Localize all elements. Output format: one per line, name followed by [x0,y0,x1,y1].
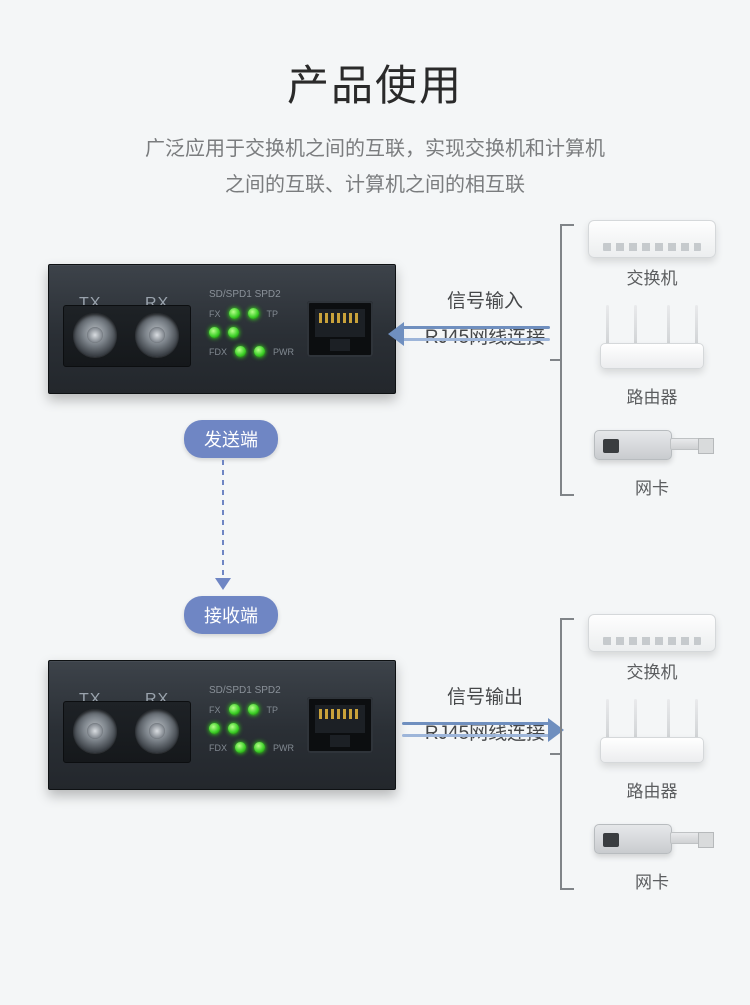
device-switch [588,614,716,652]
led-label-fdx: FDX [209,743,227,753]
led-indicator [254,346,265,357]
media-converter-receiver: TX RX SD/SPD1 SPD2 FX TP FDX PWR [48,660,396,790]
led-indicator [248,308,259,319]
rj45-port [307,697,373,753]
sc-port-tx [73,313,117,357]
badge-receiver: 接收端 [184,596,278,634]
page-subtitle: 广泛应用于交换机之间的互联，实现交换机和计算机 之间的互联、计算机之间的相互联 [0,131,750,203]
bracket-icon [560,618,574,890]
sc-port-tx [73,709,117,753]
led-label-pwr: PWR [273,743,294,753]
device-column-bottom: 交换机 路由器 网卡 [580,614,724,914]
sc-port-rx [135,709,179,753]
led-label-tp: TP [267,309,279,319]
led-indicator [228,723,239,734]
led-panel: SD/SPD1 SPD2 FX TP FDX PWR [209,289,295,357]
led-indicator [229,704,240,715]
media-converter-sender: TX RX SD/SPD1 SPD2 FX TP FDX PWR [48,264,396,394]
subtitle-line2: 之间的互联、计算机之间的相互联 [225,174,525,196]
device-router [588,305,716,377]
led-panel: SD/SPD1 SPD2 FX TP FDX PWR [209,685,295,753]
fiber-link-arrow [222,460,224,588]
led-indicator [235,346,246,357]
device-nic [588,424,716,468]
led-label-pwr: PWR [273,347,294,357]
rj45-port [307,301,373,357]
conn-in-line1: 信号输入 [447,291,523,312]
bracket-icon [560,224,574,496]
device-router [588,699,716,771]
subtitle-line1: 广泛应用于交换机之间的互联，实现交换机和计算机 [145,138,605,160]
led-label-fdx: FDX [209,347,227,357]
caption-nic: 网卡 [580,868,724,893]
led-indicator [209,723,220,734]
led-label-tp: TP [267,705,279,715]
device-column-top: 交换机 路由器 网卡 [580,220,724,520]
caption-router: 路由器 [580,777,724,802]
led-indicator [229,308,240,319]
conn-out-line1: 信号输出 [447,687,523,708]
badge-sender: 发送端 [184,420,278,458]
device-nic [588,818,716,862]
caption-router: 路由器 [580,383,724,408]
led-indicator [248,704,259,715]
sc-port-rx [135,313,179,357]
led-label-fx: FX [209,309,221,319]
arrow-output-icon [402,716,550,744]
caption-nic: 网卡 [580,474,724,499]
device-switch [588,220,716,258]
led-indicator [235,742,246,753]
page-title: 产品使用 [0,0,750,113]
led-indicator [209,327,220,338]
led-indicator [254,742,265,753]
led-label-fx: FX [209,705,221,715]
caption-switch: 交换机 [580,658,724,683]
caption-switch: 交换机 [580,264,724,289]
led-indicator [228,327,239,338]
arrow-input-icon [402,320,550,348]
led-header: SD/SPD1 SPD2 [209,289,295,300]
led-header: SD/SPD1 SPD2 [209,685,295,696]
